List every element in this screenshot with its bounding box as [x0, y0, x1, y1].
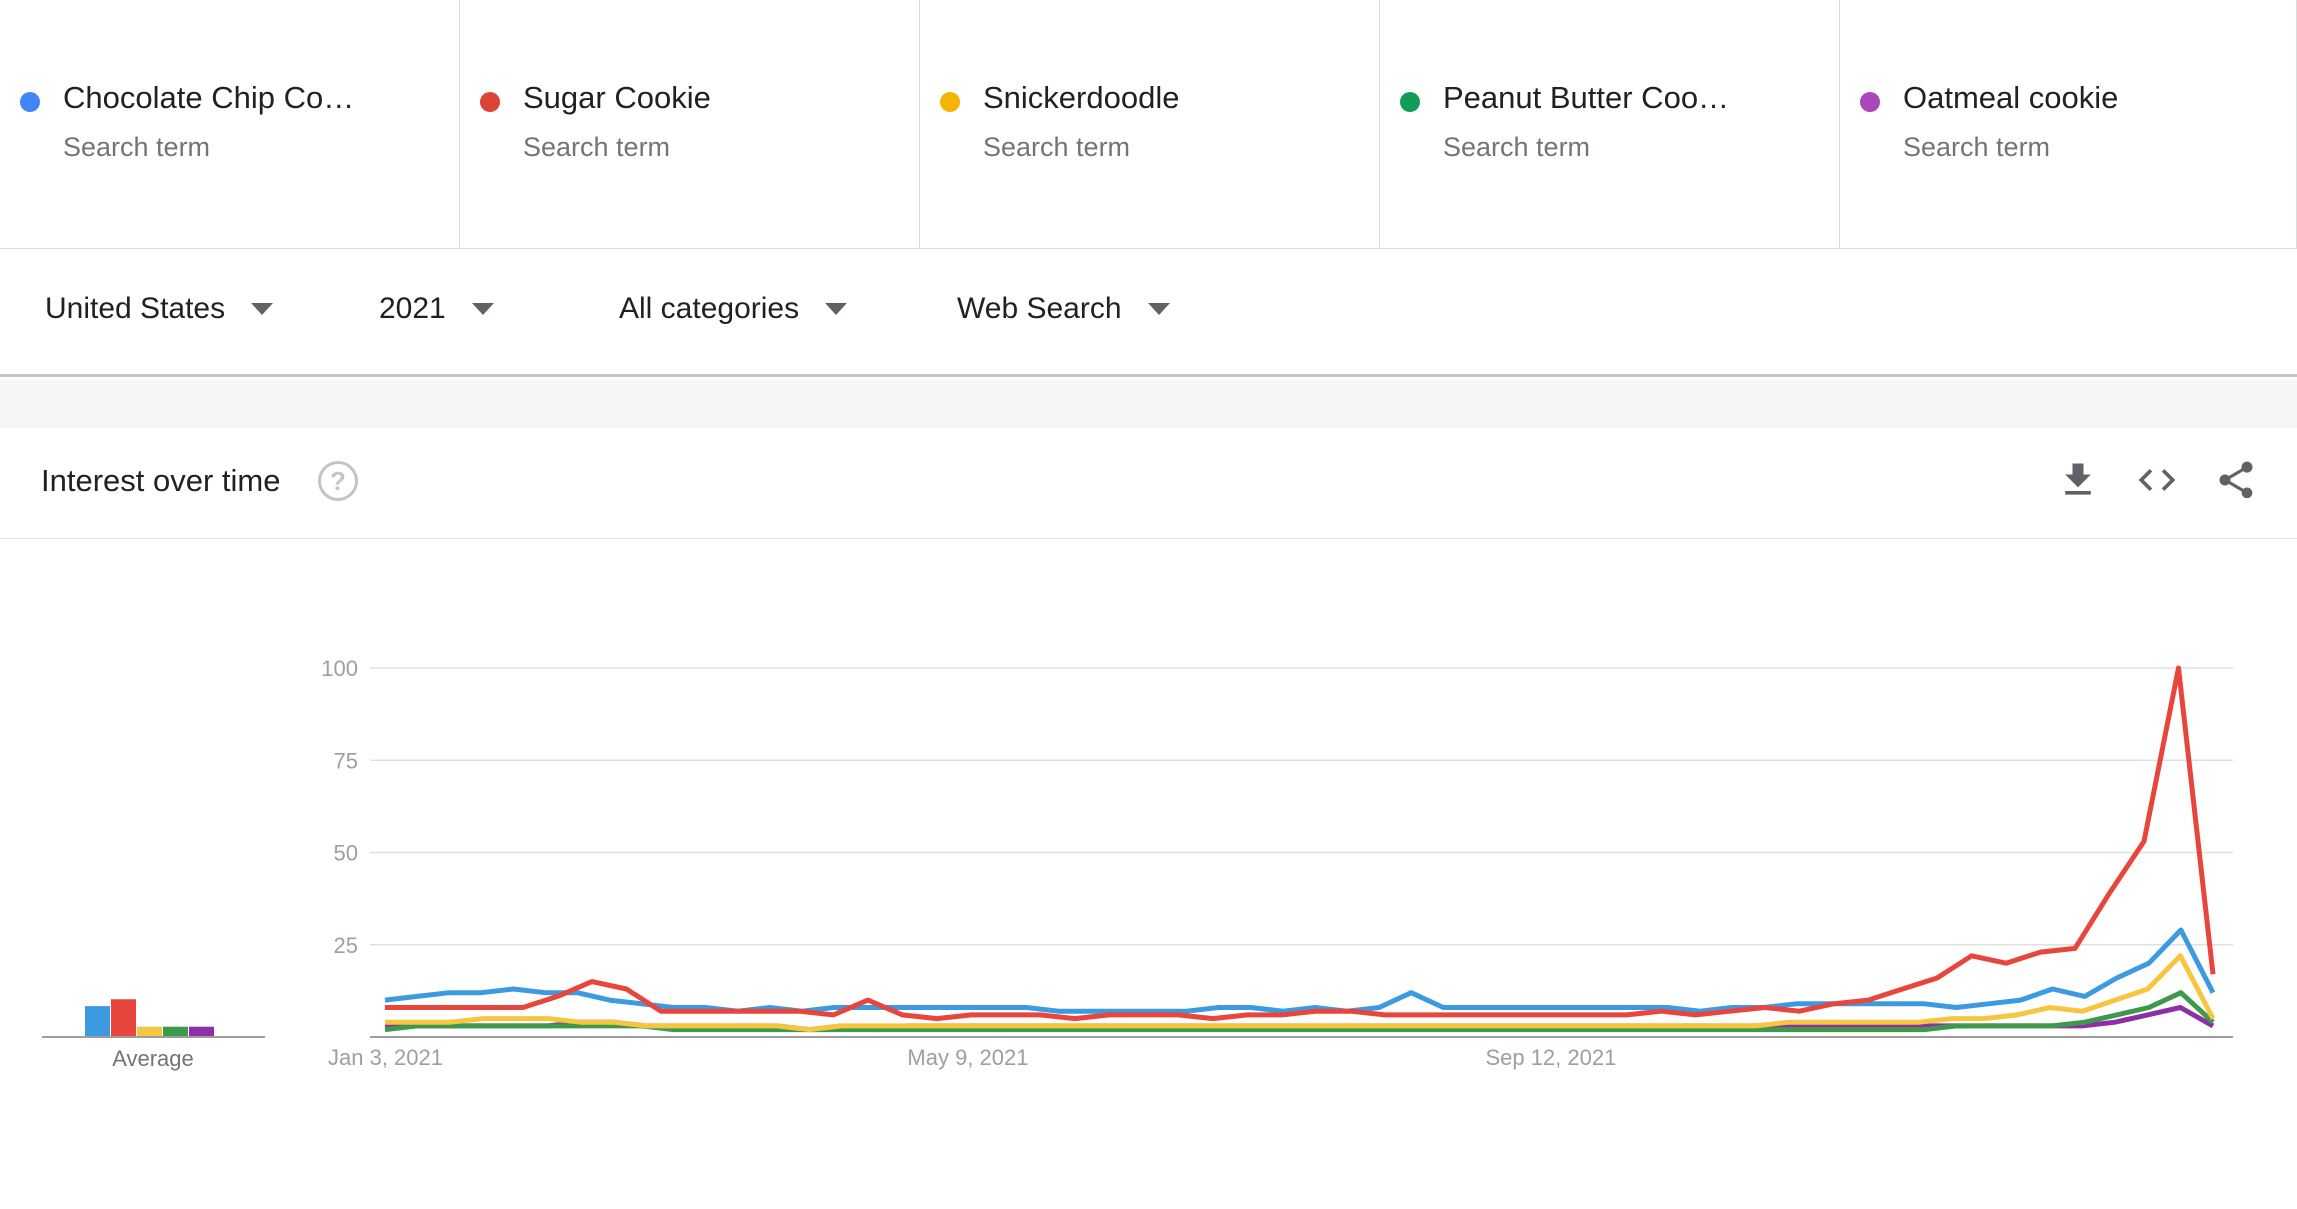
series-line[interactable] [385, 665, 2216, 1022]
embed-code-icon[interactable] [2135, 458, 2179, 502]
card-title: Interest over time [41, 463, 281, 498]
caret-down-icon [825, 303, 848, 315]
y-tick-label: 100 [321, 656, 358, 681]
x-axis-ticks: Jan 3, 2021 May 9, 2021 Sep 12, 2021 [328, 1045, 1616, 1070]
series-color-dot [480, 92, 500, 112]
search-term-5[interactable]: Oatmeal cookie Search term [1840, 0, 2297, 249]
interest-over-time-chart[interactable]: Average 25 50 75 100 Jan 3, 2021 May 9, 2021… [0, 540, 2297, 1209]
search-term-4[interactable]: Peanut Butter Coo… Search term [1380, 0, 1840, 249]
series-color-dot [20, 92, 40, 112]
series-color-dot [1860, 92, 1880, 112]
region-dropdown-label: United States [45, 292, 226, 325]
series-line[interactable] [384, 990, 2215, 1033]
search-term-name: Peanut Butter Coo… [1443, 80, 1730, 115]
share-icon[interactable] [2214, 458, 2258, 502]
search-term-subtitle: Search term [1903, 132, 2051, 162]
caret-down-icon [251, 303, 274, 315]
average-bar [189, 1026, 214, 1037]
search-term-name: Snickerdoodle [983, 80, 1180, 115]
download-icon[interactable] [2056, 458, 2100, 502]
search-term-3[interactable]: Snickerdoodle Search term [920, 0, 1380, 249]
series-color-dot [1400, 92, 1420, 112]
y-tick-label: 75 [334, 748, 358, 773]
x-tick-label: May 9, 2021 [907, 1045, 1028, 1070]
category-dropdown[interactable]: All categories [619, 292, 848, 326]
y-tick-label: 25 [334, 933, 358, 958]
search-term-1[interactable]: Chocolate Chip Co… Search term [0, 0, 460, 249]
period-dropdown[interactable]: 2021 [379, 292, 494, 326]
search-term-name: Chocolate Chip Co… [63, 80, 355, 115]
series-color-dot [940, 92, 960, 112]
search-term-subtitle: Search term [63, 132, 211, 162]
category-dropdown-label: All categories [619, 292, 800, 325]
chart-grid: 25 50 75 100 [321, 656, 2233, 1038]
average-bar [163, 1026, 188, 1037]
x-tick-label: Jan 3, 2021 [328, 1045, 443, 1070]
search-type-dropdown[interactable]: Web Search [957, 292, 1170, 326]
search-term-name: Oatmeal cookie [1903, 80, 2119, 115]
interest-over-time-header: Interest over time ? [0, 428, 2297, 539]
period-dropdown-label: 2021 [379, 292, 446, 325]
search-term-2[interactable]: Sugar Cookie Search term [460, 0, 920, 249]
average-bar [85, 1006, 110, 1037]
search-term-subtitle: Search term [523, 132, 671, 162]
region-dropdown[interactable]: United States [45, 292, 274, 326]
average-bar [137, 1026, 162, 1037]
average-label: Average [112, 1046, 194, 1071]
y-tick-label: 50 [334, 841, 358, 866]
search-terms-bar: Chocolate Chip Co… Search term Sugar Coo… [0, 0, 2297, 249]
series-line[interactable] [384, 927, 2216, 1014]
section-gap [0, 380, 2297, 428]
series-line[interactable] [385, 953, 2216, 1033]
search-term-name: Sugar Cookie [523, 80, 711, 115]
average-bar [111, 999, 136, 1037]
filter-bar: United States 2021 All categories Web Se… [0, 250, 2297, 377]
search-term-subtitle: Search term [983, 132, 1131, 162]
caret-down-icon [471, 303, 494, 315]
search-term-subtitle: Search term [1443, 132, 1591, 162]
caret-down-icon [1147, 303, 1170, 315]
help-icon[interactable]: ? [318, 461, 358, 501]
search-type-dropdown-label: Web Search [957, 292, 1122, 325]
chart-series[interactable] [384, 665, 2216, 1033]
x-tick-label: Sep 12, 2021 [1485, 1045, 1616, 1070]
average-bar-chart: Average [42, 999, 265, 1071]
